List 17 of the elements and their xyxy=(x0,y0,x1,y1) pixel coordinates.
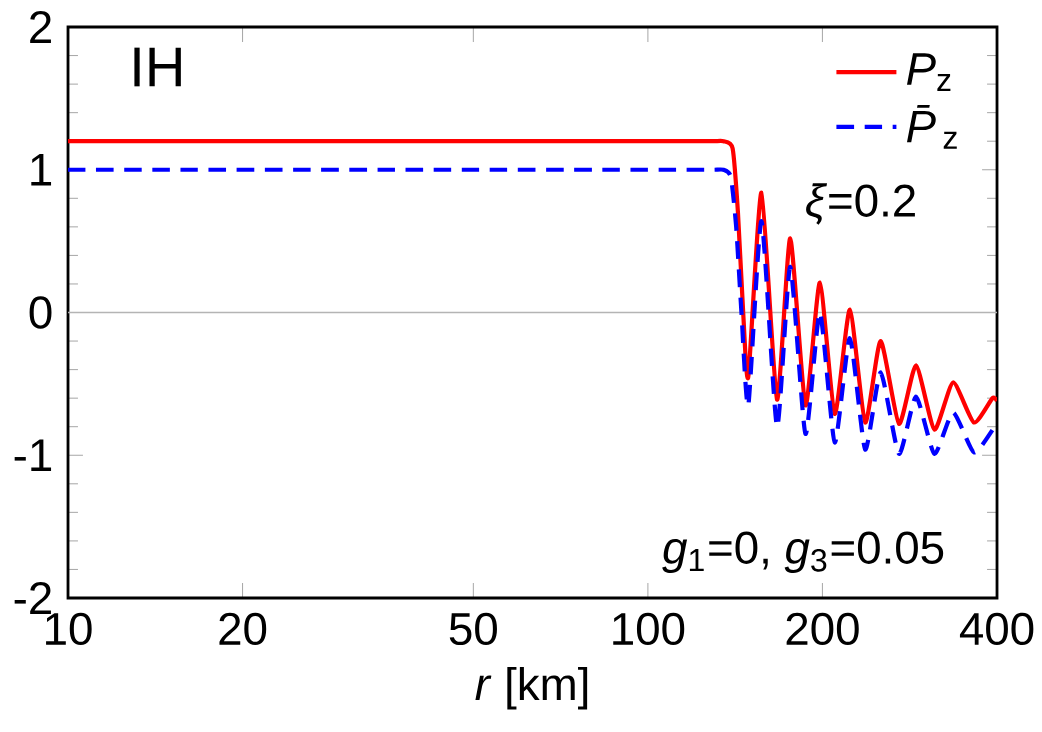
annotation: ξ=0.2 xyxy=(806,183,915,225)
x-tick-label: 20 xyxy=(219,612,267,646)
legend-label: P̄$_{z}$ xyxy=(906,104,957,149)
x-tick-label: 10 xyxy=(46,612,92,646)
annotation: IH xyxy=(134,47,181,87)
y-tick-label: -1 xyxy=(14,439,52,471)
y-tick-label: 0 xyxy=(29,296,52,329)
x-axis-title: r [km] xyxy=(475,666,588,710)
x-tick-label: 400 xyxy=(959,612,1034,646)
y-tick-label: 2 xyxy=(30,11,51,43)
annotation: g$_{1}$=0, g$_{3}$=0.05 xyxy=(662,531,944,574)
x-tick-label: 200 xyxy=(786,612,859,646)
x-tick-label: 50 xyxy=(449,612,497,646)
y-tick-label: -2 xyxy=(14,582,51,614)
x-tick-label: 100 xyxy=(613,612,685,646)
y-tick-label: 1 xyxy=(31,154,52,186)
legend-label: P$_{z}$ xyxy=(906,53,951,91)
